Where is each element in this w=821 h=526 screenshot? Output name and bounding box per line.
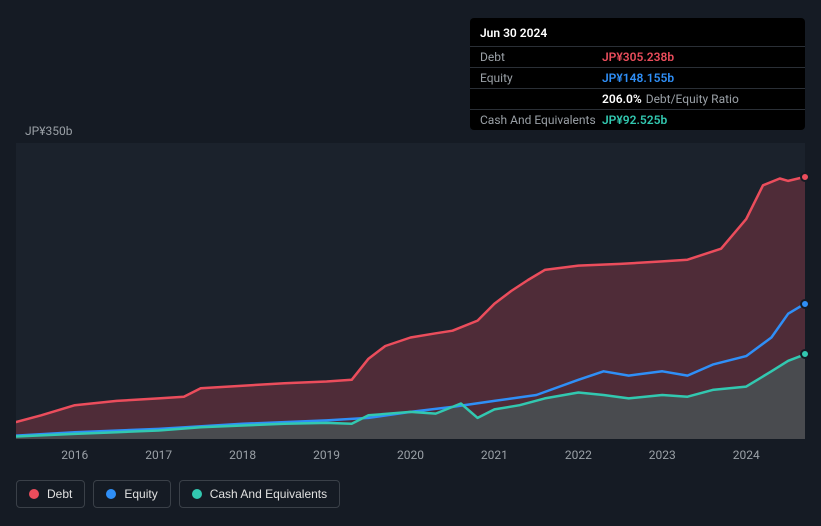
tooltip-suffix: Debt/Equity Ratio — [646, 92, 739, 106]
legend-label: Cash And Equivalents — [210, 487, 327, 501]
legend-swatch — [106, 489, 116, 499]
x-tick: 2023 — [649, 448, 676, 462]
x-tick: 2021 — [481, 448, 508, 462]
legend-item-equity[interactable]: Equity — [93, 480, 170, 508]
legend-label: Debt — [47, 487, 72, 501]
legend-item-cash[interactable]: Cash And Equivalents — [179, 480, 340, 508]
legend-item-debt[interactable]: Debt — [16, 480, 85, 508]
chart-svg — [16, 143, 805, 439]
tooltip-label — [480, 92, 602, 106]
tooltip-row-ratio: 206.0%Debt/Equity Ratio — [470, 88, 805, 109]
series-marker — [800, 172, 810, 182]
tooltip-value: JP¥148.155b — [602, 71, 674, 85]
tooltip-label: Debt — [480, 50, 602, 64]
tooltip-row-cash: Cash And Equivalents JP¥92.525b — [470, 109, 805, 130]
x-tick: 2016 — [61, 448, 88, 462]
x-tick: 2020 — [397, 448, 424, 462]
x-axis: 2016 2017 2018 2019 2020 2021 2022 2023 2024 — [16, 448, 805, 468]
legend-swatch — [29, 489, 39, 499]
x-tick: 2022 — [565, 448, 592, 462]
tooltip-row-equity: Equity JP¥148.155b — [470, 67, 805, 88]
series-marker — [800, 349, 810, 359]
tooltip-label: Cash And Equivalents — [480, 113, 602, 127]
tooltip-value: 206.0%Debt/Equity Ratio — [602, 92, 739, 106]
chart-plot-area[interactable] — [16, 143, 805, 439]
tooltip-date: Jun 30 2024 — [470, 18, 805, 46]
tooltip-label: Equity — [480, 71, 602, 85]
tooltip-value: JP¥305.238b — [602, 50, 674, 64]
x-tick: 2018 — [229, 448, 256, 462]
series-marker — [800, 299, 810, 309]
tooltip-value: JP¥92.525b — [602, 113, 667, 127]
legend-label: Equity — [124, 487, 157, 501]
tooltip-row-debt: Debt JP¥305.238b — [470, 46, 805, 67]
legend-swatch — [192, 489, 202, 499]
y-axis-label-max: JP¥350b — [25, 124, 72, 138]
legend: Debt Equity Cash And Equivalents — [16, 480, 340, 508]
x-tick: 2017 — [145, 448, 172, 462]
x-tick: 2024 — [733, 448, 760, 462]
x-tick: 2019 — [313, 448, 340, 462]
tooltip-panel: Jun 30 2024 Debt JP¥305.238b Equity JP¥1… — [470, 18, 805, 130]
